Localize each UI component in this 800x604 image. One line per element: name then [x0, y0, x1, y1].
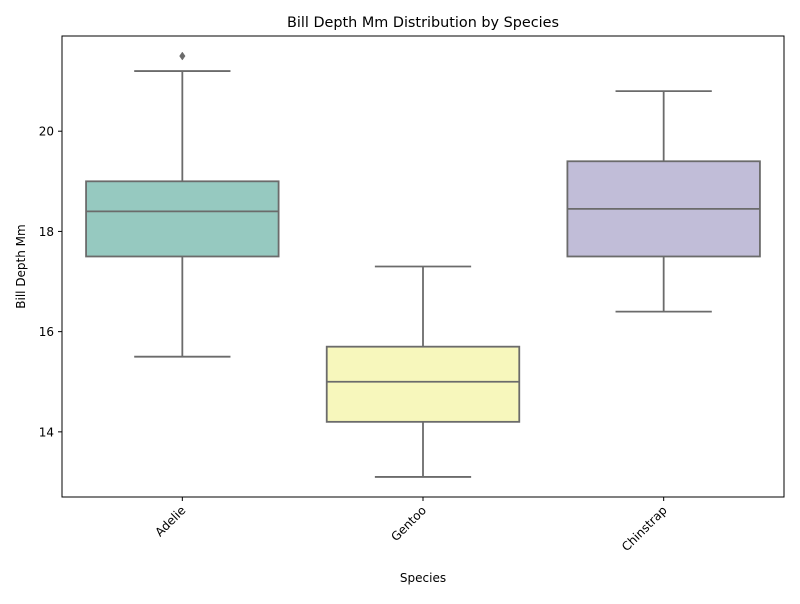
outlier-adelie-0	[179, 51, 186, 61]
y-tick-label-18: 18	[39, 225, 54, 239]
box-group-gentoo	[325, 265, 521, 478]
y-tick-label-20: 20	[39, 125, 54, 139]
boxes-layer	[85, 51, 761, 478]
box-group-adelie	[85, 51, 280, 358]
chart-title: Bill Depth Mm Distribution by Species	[287, 15, 559, 31]
box-gentoo	[325, 345, 521, 423]
x-tick-label-chinstrap: Chinstrap	[619, 503, 670, 554]
x-tick-label-adelie: Adelie	[152, 503, 188, 539]
y-tick-label-14: 14	[39, 425, 54, 439]
y-tick-label-16: 16	[39, 325, 54, 339]
x-tick-label-gentoo: Gentoo	[388, 503, 429, 544]
y-axis: 14 16 18 20	[39, 125, 62, 439]
box-adelie	[85, 180, 280, 258]
x-axis: Adelie Gentoo Chinstrap	[152, 497, 670, 554]
x-axis-label: Species	[400, 571, 446, 585]
y-axis-label: Bill Depth Mm	[14, 224, 28, 308]
box-group-chinstrap	[566, 90, 761, 313]
